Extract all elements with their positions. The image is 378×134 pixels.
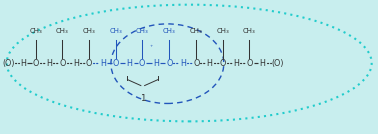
Text: O: O <box>139 59 146 68</box>
Text: H: H <box>46 59 52 68</box>
Text: CH₃: CH₃ <box>83 28 96 34</box>
Text: O: O <box>59 59 66 68</box>
Text: CH₃: CH₃ <box>243 28 256 34</box>
Text: H: H <box>153 59 159 68</box>
Ellipse shape <box>7 5 372 121</box>
Text: CH₃: CH₃ <box>190 28 203 34</box>
Text: CH₃: CH₃ <box>163 28 176 34</box>
Text: CH₃: CH₃ <box>136 28 149 34</box>
Text: CH₃: CH₃ <box>30 28 42 34</box>
Text: CH₃: CH₃ <box>217 28 229 34</box>
Text: H: H <box>180 59 186 68</box>
Text: H: H <box>100 59 106 68</box>
Text: O: O <box>193 59 200 68</box>
Text: H: H <box>233 59 239 68</box>
Text: O: O <box>113 59 119 68</box>
Text: CH₃: CH₃ <box>56 28 69 34</box>
Text: (O): (O) <box>2 59 15 68</box>
Text: H: H <box>126 59 132 68</box>
Text: (O): (O) <box>271 59 284 68</box>
Text: O: O <box>33 59 39 68</box>
Text: H: H <box>20 59 26 68</box>
Text: CH₃: CH₃ <box>110 28 122 34</box>
Text: H: H <box>73 59 79 68</box>
Text: O: O <box>86 59 92 68</box>
Text: ⁺: ⁺ <box>150 45 153 50</box>
Text: H: H <box>206 59 212 68</box>
Text: O: O <box>246 59 253 68</box>
Text: O: O <box>220 59 226 68</box>
Text: 1: 1 <box>140 94 146 103</box>
Text: H: H <box>260 59 265 68</box>
Text: O: O <box>166 59 172 68</box>
